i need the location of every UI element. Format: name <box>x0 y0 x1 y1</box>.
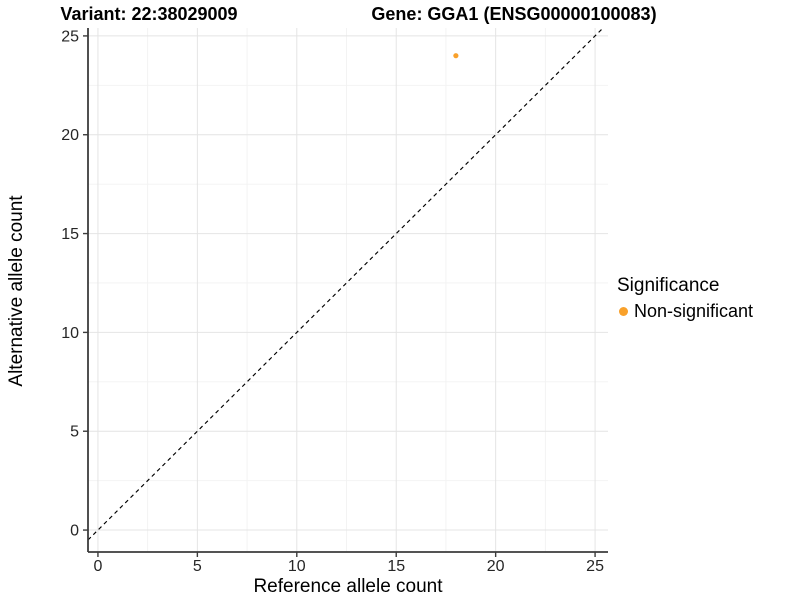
legend-key-point-icon <box>619 307 628 316</box>
x-tick-label: 15 <box>387 558 405 575</box>
y-tick-label: 5 <box>70 424 79 441</box>
legend-title: Significance <box>617 275 720 296</box>
plot-title-gene: Gene: GGA1 (ENSG00000100083) <box>371 4 657 24</box>
y-tick-label: 15 <box>61 226 79 243</box>
y-tick-label: 0 <box>70 523 79 540</box>
y-tick-label: 25 <box>61 28 79 45</box>
x-tick-label: 5 <box>193 558 202 575</box>
legend-item-label: Non-significant <box>634 301 754 321</box>
legend: Significance Non-significant <box>617 275 753 322</box>
x-tick-label: 25 <box>586 558 604 575</box>
y-tick-label: 10 <box>61 325 79 342</box>
identity-dashed-line <box>87 27 604 541</box>
legend-item-non-significant: Non-significant <box>619 301 753 322</box>
x-axis-title: Reference allele count <box>253 576 443 597</box>
data-point <box>453 53 459 59</box>
x-tick-label: 10 <box>288 558 306 575</box>
x-tick-label: 20 <box>487 558 505 575</box>
x-tick-label: 0 <box>93 558 102 575</box>
y-tick-label: 20 <box>61 127 79 144</box>
plot-title-variant: Variant: 22:38029009 <box>60 4 238 24</box>
y-axis-title: Alternative allele count <box>6 195 27 387</box>
